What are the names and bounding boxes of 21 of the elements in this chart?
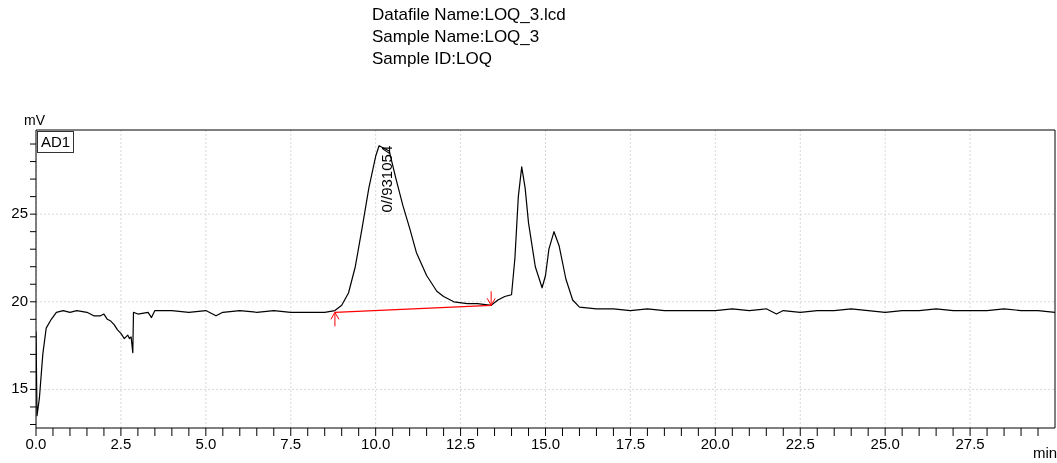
x-tick-label: 0.0 — [25, 435, 47, 453]
chart-title: Datafile Name:LOQ_3.lcd — [372, 4, 566, 26]
x-tick-label: 25.0 — [870, 435, 900, 453]
x-tick-label: 7.5 — [280, 435, 302, 453]
x-tick-label: 10.0 — [361, 435, 391, 453]
y-tick-label: 25 — [11, 204, 28, 222]
x-axis-title: min — [1033, 444, 1057, 461]
y-tick-label: 15 — [11, 379, 28, 397]
x-tick-label: 22.5 — [785, 435, 815, 453]
annotation: 0//931054 — [378, 145, 396, 213]
x-tick-label: 27.5 — [955, 435, 985, 453]
x-tick-label: 15.0 — [530, 435, 561, 453]
x-tick-label: 12.5 — [445, 435, 476, 453]
y-tick-label: 20 — [11, 291, 28, 309]
text: AD1 — [37, 131, 75, 153]
x-tick-label: 5.0 — [195, 435, 217, 453]
x-tick-label: 2.5 — [110, 435, 132, 453]
chart-subtitle: Sample Name:LOQ_3 Sample ID:LOQ — [372, 26, 541, 70]
y-axis-title: mV — [24, 112, 45, 128]
x-tick-label: 17.5 — [615, 435, 646, 453]
x-tick-label: 20.0 — [700, 435, 730, 453]
